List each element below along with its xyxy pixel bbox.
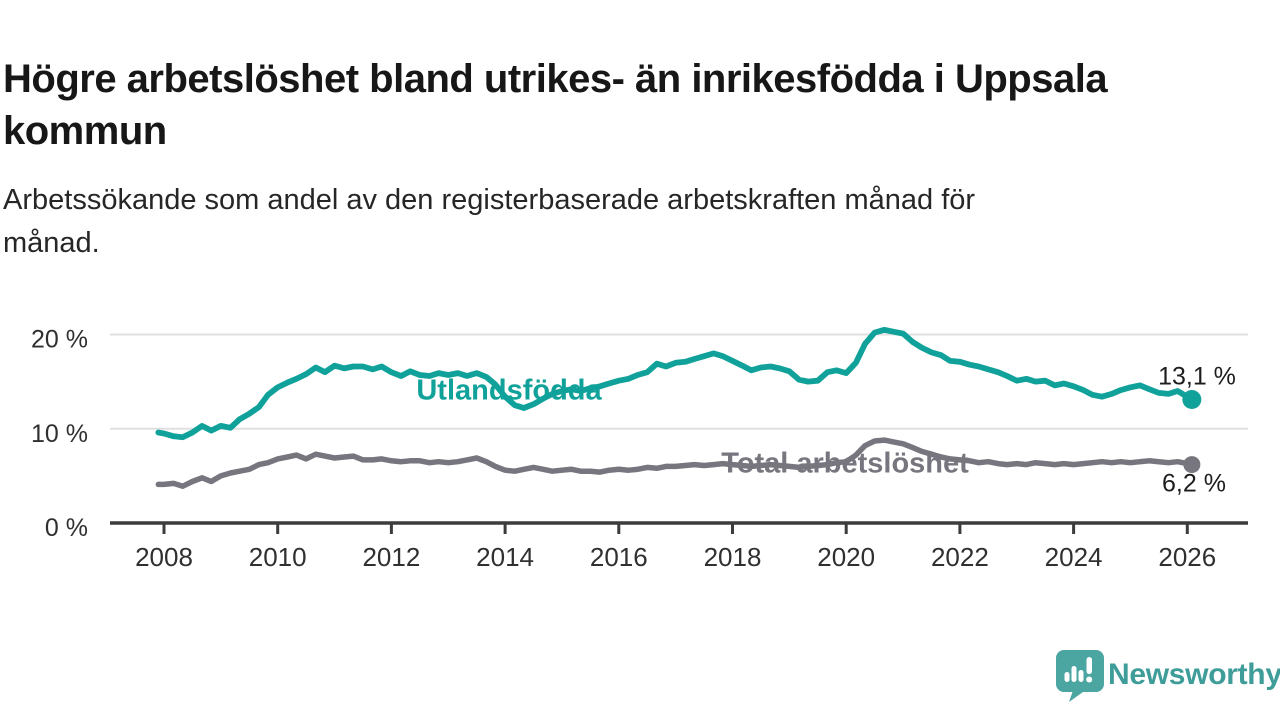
x-tick-label-2024: 2024 <box>1045 542 1103 572</box>
series-line-utlandsfodda <box>155 326 1195 441</box>
series-label-utlandsfodda: Utlandsfödda <box>416 374 602 407</box>
logo-exclamation-dot <box>1086 676 1093 683</box>
y-tick-label-0: 0 % <box>45 514 88 542</box>
logo-bar-3 <box>1078 670 1084 682</box>
newsworthy-logo-icon <box>1056 650 1104 702</box>
logo-bar-1 <box>1064 672 1070 682</box>
x-tick-label-2014: 2014 <box>476 542 534 572</box>
series-end-dot-total-arbetsloshet <box>1183 456 1201 474</box>
x-tick-label-2026: 2026 <box>1158 542 1216 572</box>
page-subtitle-line-2: månad. <box>3 227 100 259</box>
x-tick-label-2008: 2008 <box>135 542 193 572</box>
y-tick-label-10: 10 % <box>31 420 88 448</box>
page-subtitle-line-1: Arbetssökande som andel av den registerb… <box>3 184 976 216</box>
x-tick-label-2022: 2022 <box>931 542 989 572</box>
end-value-utlandsfodda: 13,1 % <box>1158 362 1236 391</box>
x-tick-label-2020: 2020 <box>817 542 875 572</box>
newsworthy-logo-text: Newsworthy <box>1108 658 1280 691</box>
page-subtitle: Arbetssökande som andel av den registerb… <box>3 179 975 265</box>
y-tick-label-20: 20 % <box>31 326 88 354</box>
end-value-total-arbetsloshet: 6,2 % <box>1162 469 1226 498</box>
logo-bar-2 <box>1071 666 1077 682</box>
x-tick-label-2010: 2010 <box>249 542 307 572</box>
x-tick-label-2018: 2018 <box>704 542 762 572</box>
series-line-total-arbetsloshet <box>155 437 1195 489</box>
page-title: Högre arbetslöshet bland utrikes- än inr… <box>3 53 1108 157</box>
logo-exclamation-bar <box>1086 657 1092 674</box>
x-tick-label-2016: 2016 <box>590 542 648 572</box>
x-tick-label-2012: 2012 <box>362 542 420 572</box>
page-title-line-2: kommun <box>3 108 167 153</box>
series-label-total-arbetsloshet: Total arbetslöshet <box>721 447 969 480</box>
series-end-dot-utlandsfodda <box>1182 390 1202 410</box>
page-title-line-1: Högre arbetslöshet bland utrikes- än inr… <box>3 56 1108 101</box>
